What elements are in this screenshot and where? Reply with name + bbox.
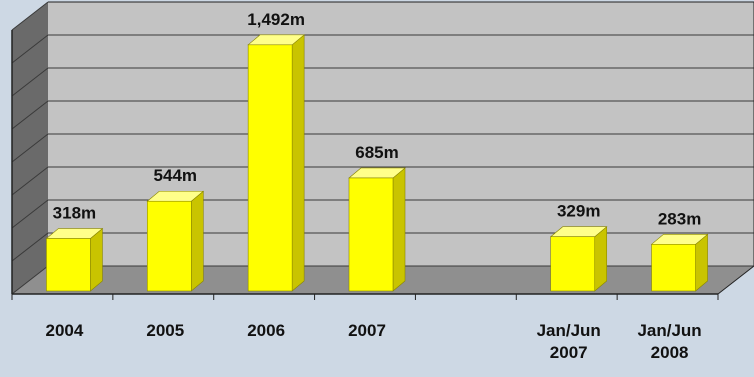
x-tick-label: 2008	[651, 343, 689, 362]
gridline-side	[11, 232, 49, 262]
data-label: 318m	[53, 204, 96, 223]
chart-axes	[11, 1, 754, 300]
bar	[247, 44, 293, 292]
bar-side	[190, 190, 204, 292]
bar	[46, 238, 91, 292]
bar-side	[90, 227, 103, 292]
chart-data-labels: 318m 544m 1,492m 685m 329m 283m	[53, 10, 702, 228]
bar	[651, 244, 696, 292]
x-tick-label: 2006	[247, 321, 285, 340]
bar	[146, 200, 192, 292]
bar-side	[291, 34, 305, 292]
data-label: 1,492m	[247, 10, 305, 29]
chart-x-tick-labels: 2004 2005 2006 2007 Jan/Jun 2007 Jan/Jun 2008	[46, 321, 702, 362]
gridline-side	[11, 199, 49, 229]
gridline-side	[11, 1, 49, 31]
data-label: 685m	[355, 143, 398, 162]
floor-right-edge	[717, 265, 754, 295]
bar-side	[594, 226, 608, 292]
x-tick-label: 2005	[146, 321, 184, 340]
x-tick-label: Jan/Jun	[537, 321, 601, 340]
gridline-side	[11, 34, 49, 64]
bar-side	[392, 167, 406, 292]
chart-bars	[45, 34, 709, 292]
x-tick-label: 2007	[550, 343, 588, 362]
x-tick-label: 2007	[348, 321, 386, 340]
gridline-side	[11, 265, 49, 295]
data-label: 283m	[658, 209, 701, 228]
data-label: 329m	[557, 202, 600, 221]
gridline-side	[11, 133, 49, 163]
data-label: 544m	[154, 166, 197, 185]
bar	[348, 177, 394, 292]
x-tick-label: Jan/Jun	[637, 321, 701, 340]
gridline-side	[11, 166, 49, 196]
gridline-side	[11, 100, 49, 130]
gridline-side	[11, 67, 49, 97]
bar	[550, 236, 596, 292]
x-tick-label: 2004	[46, 321, 84, 340]
